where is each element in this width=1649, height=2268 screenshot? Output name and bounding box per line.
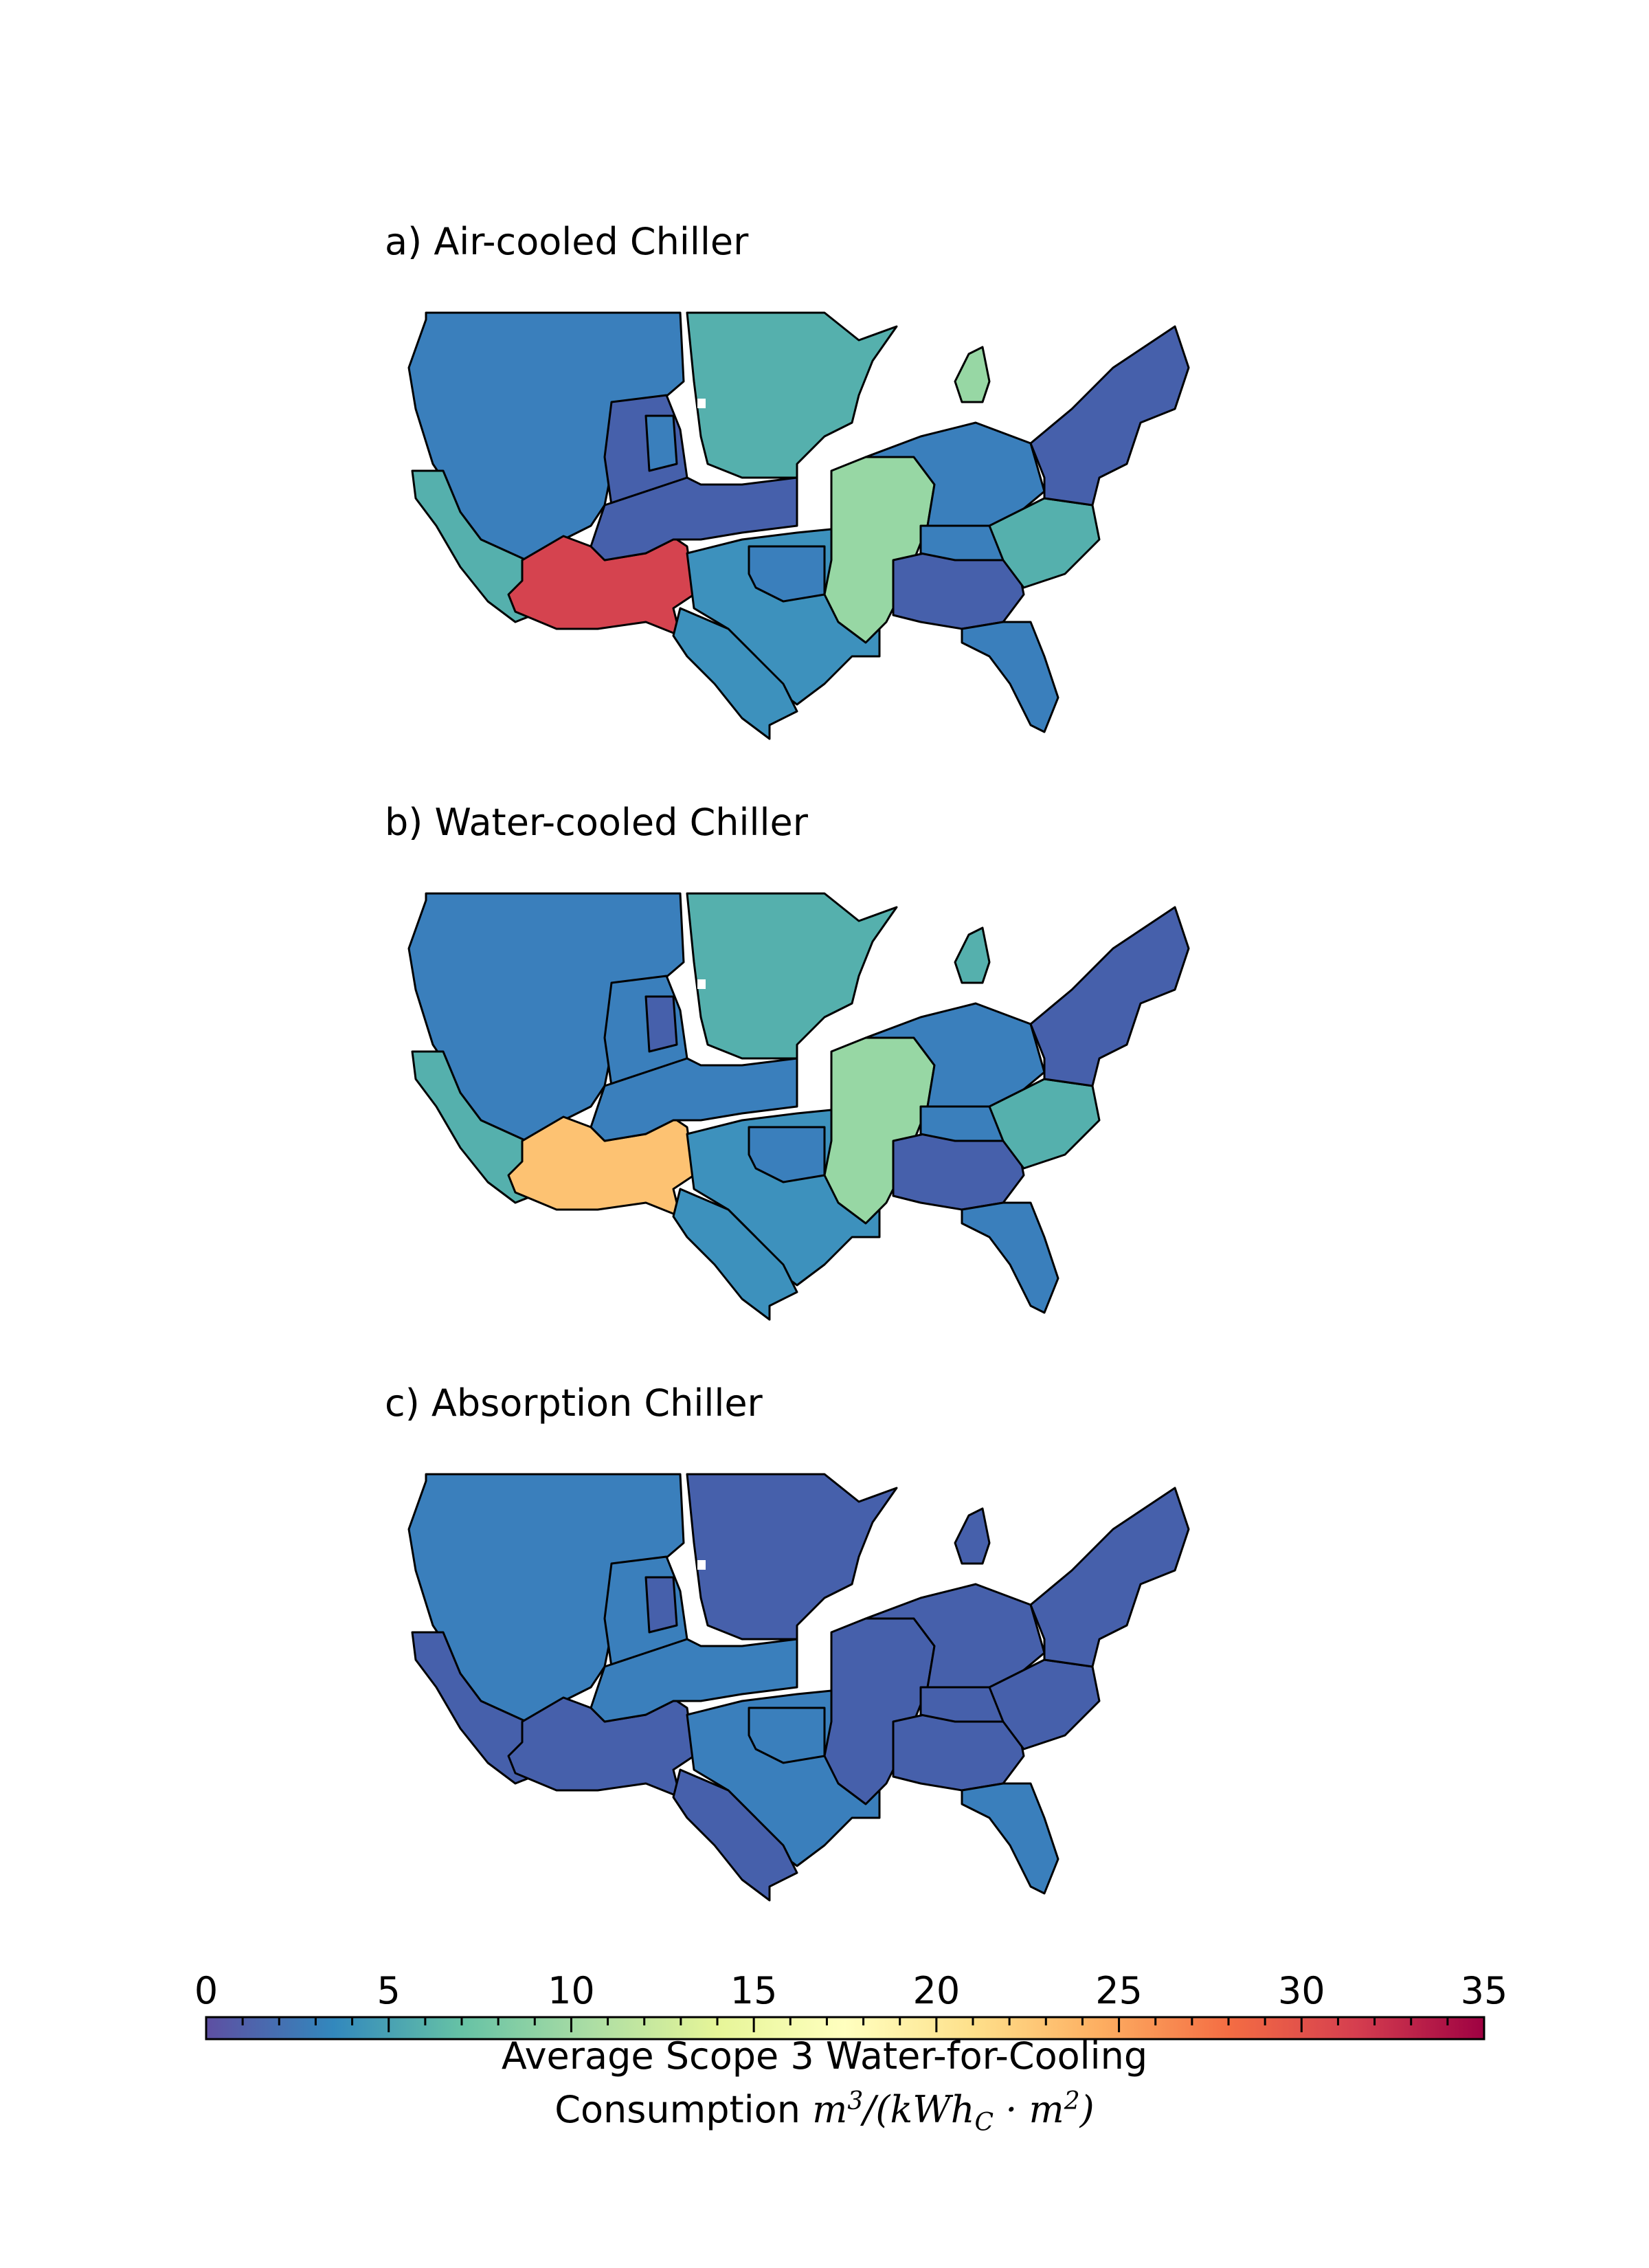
region-rockies	[590, 1638, 798, 1723]
colorbar-tick-label: 25	[1095, 1969, 1143, 2012]
colorbar-tick-label: 30	[1278, 1969, 1325, 2012]
region-basin-inner	[644, 414, 678, 472]
region-texas	[672, 1768, 798, 1902]
region-northwest	[407, 1473, 685, 1737]
no-data-region	[697, 1560, 706, 1570]
region-plains-north	[686, 892, 898, 1060]
region-basin-inner	[644, 1576, 678, 1634]
region-northwest	[407, 892, 685, 1156]
no-data-region	[697, 979, 706, 989]
panel-title-absorption: c) Absorption Chiller	[385, 1381, 763, 1425]
colorbar-label-prefix: Consumption	[554, 2088, 813, 2131]
region-florida	[961, 1201, 1059, 1314]
region-texas	[672, 607, 798, 740]
colorbar-tick-label: 5	[377, 1969, 401, 2012]
colorbar-tick-label: 15	[730, 1969, 778, 2012]
region-northeast	[1029, 906, 1190, 1087]
region-florida	[961, 621, 1059, 733]
region-northeast	[1029, 325, 1190, 507]
panel-title-water-cooled: b) Water-cooled Chiller	[385, 801, 808, 844]
region-oklahoma	[748, 545, 826, 603]
region-northeast	[1029, 1487, 1190, 1668]
colorbar-tick-label: 0	[194, 1969, 218, 2012]
map-water-cooled-chiller	[407, 892, 1190, 1321]
region-northwest	[407, 311, 685, 575]
region-michigan	[954, 926, 991, 984]
no-data-region	[697, 399, 706, 408]
region-oklahoma	[748, 1706, 826, 1764]
region-basin-inner	[644, 995, 678, 1053]
region-michigan	[954, 346, 991, 403]
colorbar-label-line-1: Average Scope 3 Water-for-Cooling	[501, 2034, 1148, 2078]
region-michigan	[954, 1507, 991, 1565]
map-absorption-chiller	[407, 1473, 1190, 1902]
region-plains-north	[686, 1473, 898, 1641]
colorbar-tick-label: 35	[1461, 1969, 1508, 2012]
region-florida	[961, 1782, 1059, 1895]
panel-title-air-cooled: a) Air-cooled Chiller	[385, 220, 749, 263]
colorbar-tick-labels: 0 5 10 15 20 25 30 35	[194, 1969, 1508, 2012]
colorbar-label-units: m3/(kWhC · m2)	[812, 2087, 1095, 2137]
colorbar-label-line-2: Consumption m3/(kWhC · m2)	[0, 2089, 1649, 2135]
map-air-cooled-chiller	[407, 311, 1190, 740]
region-texas	[672, 1188, 798, 1321]
colorbar-tick-label: 10	[548, 1969, 595, 2012]
region-rockies	[590, 1057, 798, 1142]
colorbar-ticks	[205, 2017, 1485, 2032]
region-oklahoma	[748, 1126, 826, 1183]
region-plains-north	[686, 311, 898, 479]
colorbar: 0 5 10 15 20 25 30 35	[194, 1969, 1508, 2041]
region-rockies	[590, 476, 798, 562]
colorbar-tick-label: 20	[912, 1969, 960, 2012]
